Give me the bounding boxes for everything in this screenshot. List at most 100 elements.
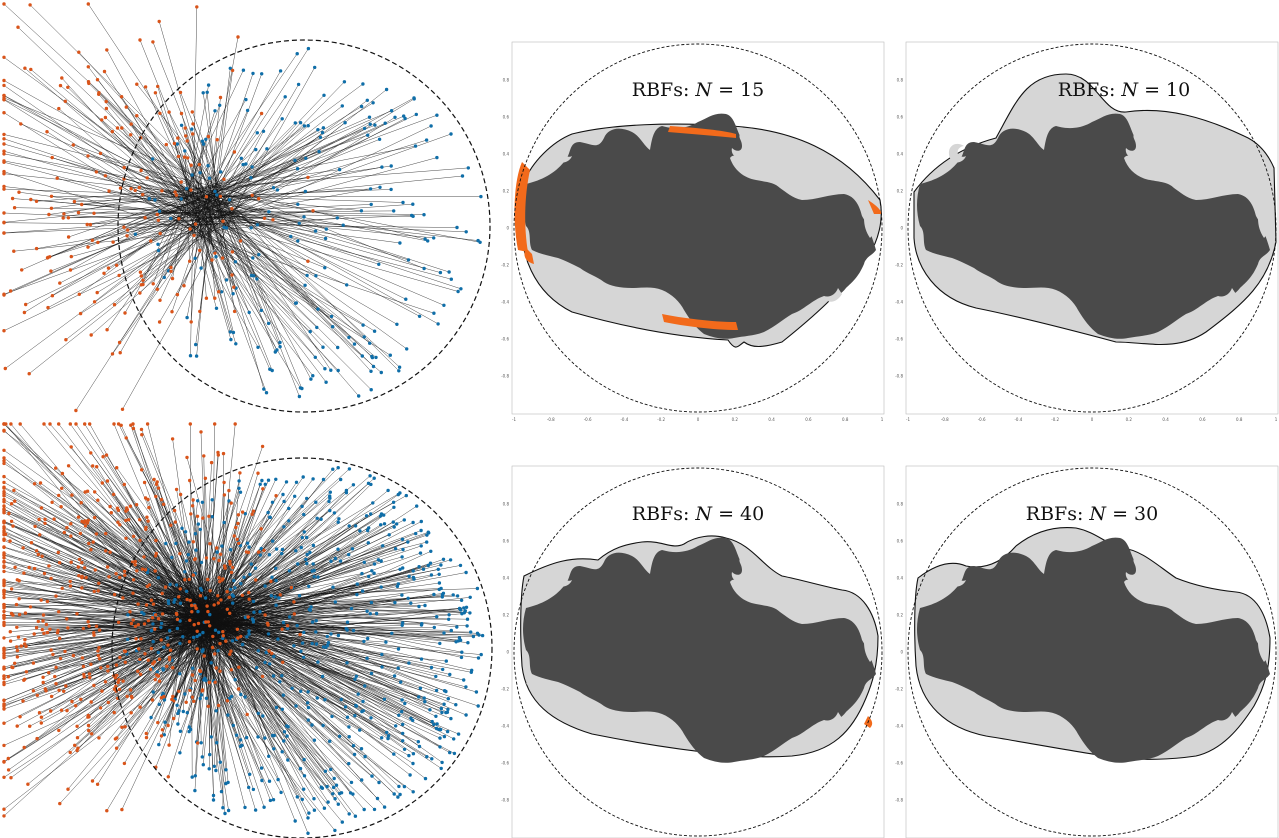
source-point	[68, 422, 73, 426]
x-tick-label: 0.2	[732, 417, 739, 422]
target-point	[435, 615, 439, 619]
source-point	[168, 648, 173, 652]
source-point	[81, 664, 86, 669]
target-point	[401, 200, 405, 205]
source-point	[191, 132, 195, 136]
connection-line	[91, 468, 350, 703]
connection-line	[152, 580, 277, 664]
target-point	[395, 322, 399, 326]
source-point	[191, 122, 195, 126]
target-point	[365, 609, 369, 613]
target-point	[196, 522, 200, 526]
target-point	[180, 526, 184, 530]
target-point	[166, 601, 171, 606]
source-point	[120, 126, 124, 130]
y-tick-label: -0.4	[501, 724, 509, 729]
target-point	[243, 615, 248, 620]
source-point	[213, 296, 217, 300]
target-point	[252, 610, 256, 614]
source-point	[2, 707, 6, 711]
source-point	[96, 240, 100, 245]
source-point	[125, 234, 129, 238]
target-point	[480, 633, 485, 638]
target-point	[369, 512, 373, 516]
source-point	[12, 206, 17, 210]
target-point	[329, 314, 334, 319]
target-point	[194, 342, 198, 347]
source-point	[128, 610, 132, 614]
source-point	[122, 225, 126, 229]
source-point	[39, 598, 43, 602]
source-point	[105, 48, 109, 52]
target-point	[444, 710, 448, 715]
source-point	[13, 661, 17, 665]
scatter-svg-bottom	[2, 422, 493, 838]
target-point	[298, 121, 303, 125]
connection-line	[75, 48, 309, 411]
source-point	[2, 152, 6, 156]
source-point	[157, 657, 162, 661]
target-point	[347, 761, 351, 766]
dark-domain	[523, 113, 876, 339]
plot-title: RBFs: N = 15	[632, 79, 764, 101]
target-point	[369, 671, 374, 676]
connection-line	[79, 83, 364, 295]
plot-panel-top-right: -1 -0.8 -0.6 -0.4 -0.2 0 0.2 0.4 0.6 0.8 1 0.8 0.6 0.…	[895, 41, 1279, 422]
target-point	[409, 601, 413, 605]
target-point	[432, 311, 436, 315]
target-point	[295, 167, 300, 171]
source-point	[66, 235, 71, 239]
target-point	[185, 711, 189, 715]
target-point	[228, 696, 232, 701]
connection-line	[53, 518, 366, 757]
plot-title: RBFs: N = 40	[632, 503, 764, 525]
source-point	[221, 630, 225, 634]
source-point	[73, 743, 77, 747]
source-point	[63, 99, 67, 104]
target-point	[274, 477, 278, 481]
target-point	[364, 514, 369, 518]
connection-line	[36, 167, 469, 202]
target-point	[157, 209, 162, 213]
source-point	[131, 578, 136, 582]
dark-domain	[917, 113, 1270, 339]
connection-line	[3, 487, 439, 730]
target-point	[438, 270, 443, 275]
target-point	[328, 508, 332, 513]
target-point	[392, 752, 396, 756]
source-point	[135, 114, 139, 118]
target-point	[242, 575, 246, 579]
target-point	[199, 266, 203, 270]
source-point	[204, 620, 208, 624]
connection-line	[3, 80, 439, 325]
source-point	[16, 635, 21, 639]
source-point	[34, 246, 39, 251]
target-point	[464, 685, 468, 689]
source-point	[159, 497, 164, 502]
plot-panel-bottom-right: -1-0.8-0.6-0.4-0.200.20.40.60.810.80.60.…	[895, 465, 1279, 838]
source-point	[118, 186, 123, 190]
source-point	[270, 651, 274, 655]
title-symbol: N	[694, 79, 713, 101]
connection-line	[91, 517, 270, 734]
target-point	[347, 735, 351, 739]
source-point	[192, 699, 196, 703]
connection-line	[186, 36, 239, 318]
target-point	[397, 784, 401, 789]
target-point	[474, 690, 479, 694]
source-point	[110, 352, 115, 356]
connection-line	[124, 99, 247, 314]
connection-line	[145, 529, 336, 799]
source-point	[80, 656, 85, 660]
target-point	[442, 303, 446, 307]
source-point	[77, 292, 82, 296]
target-point	[392, 674, 397, 678]
source-point	[2, 814, 6, 818]
connection-line	[186, 188, 232, 209]
target-point	[125, 637, 130, 642]
source-point	[232, 534, 236, 538]
target-point	[215, 193, 219, 197]
target-point	[190, 775, 194, 779]
target-point	[329, 767, 333, 772]
source-point	[187, 577, 191, 582]
